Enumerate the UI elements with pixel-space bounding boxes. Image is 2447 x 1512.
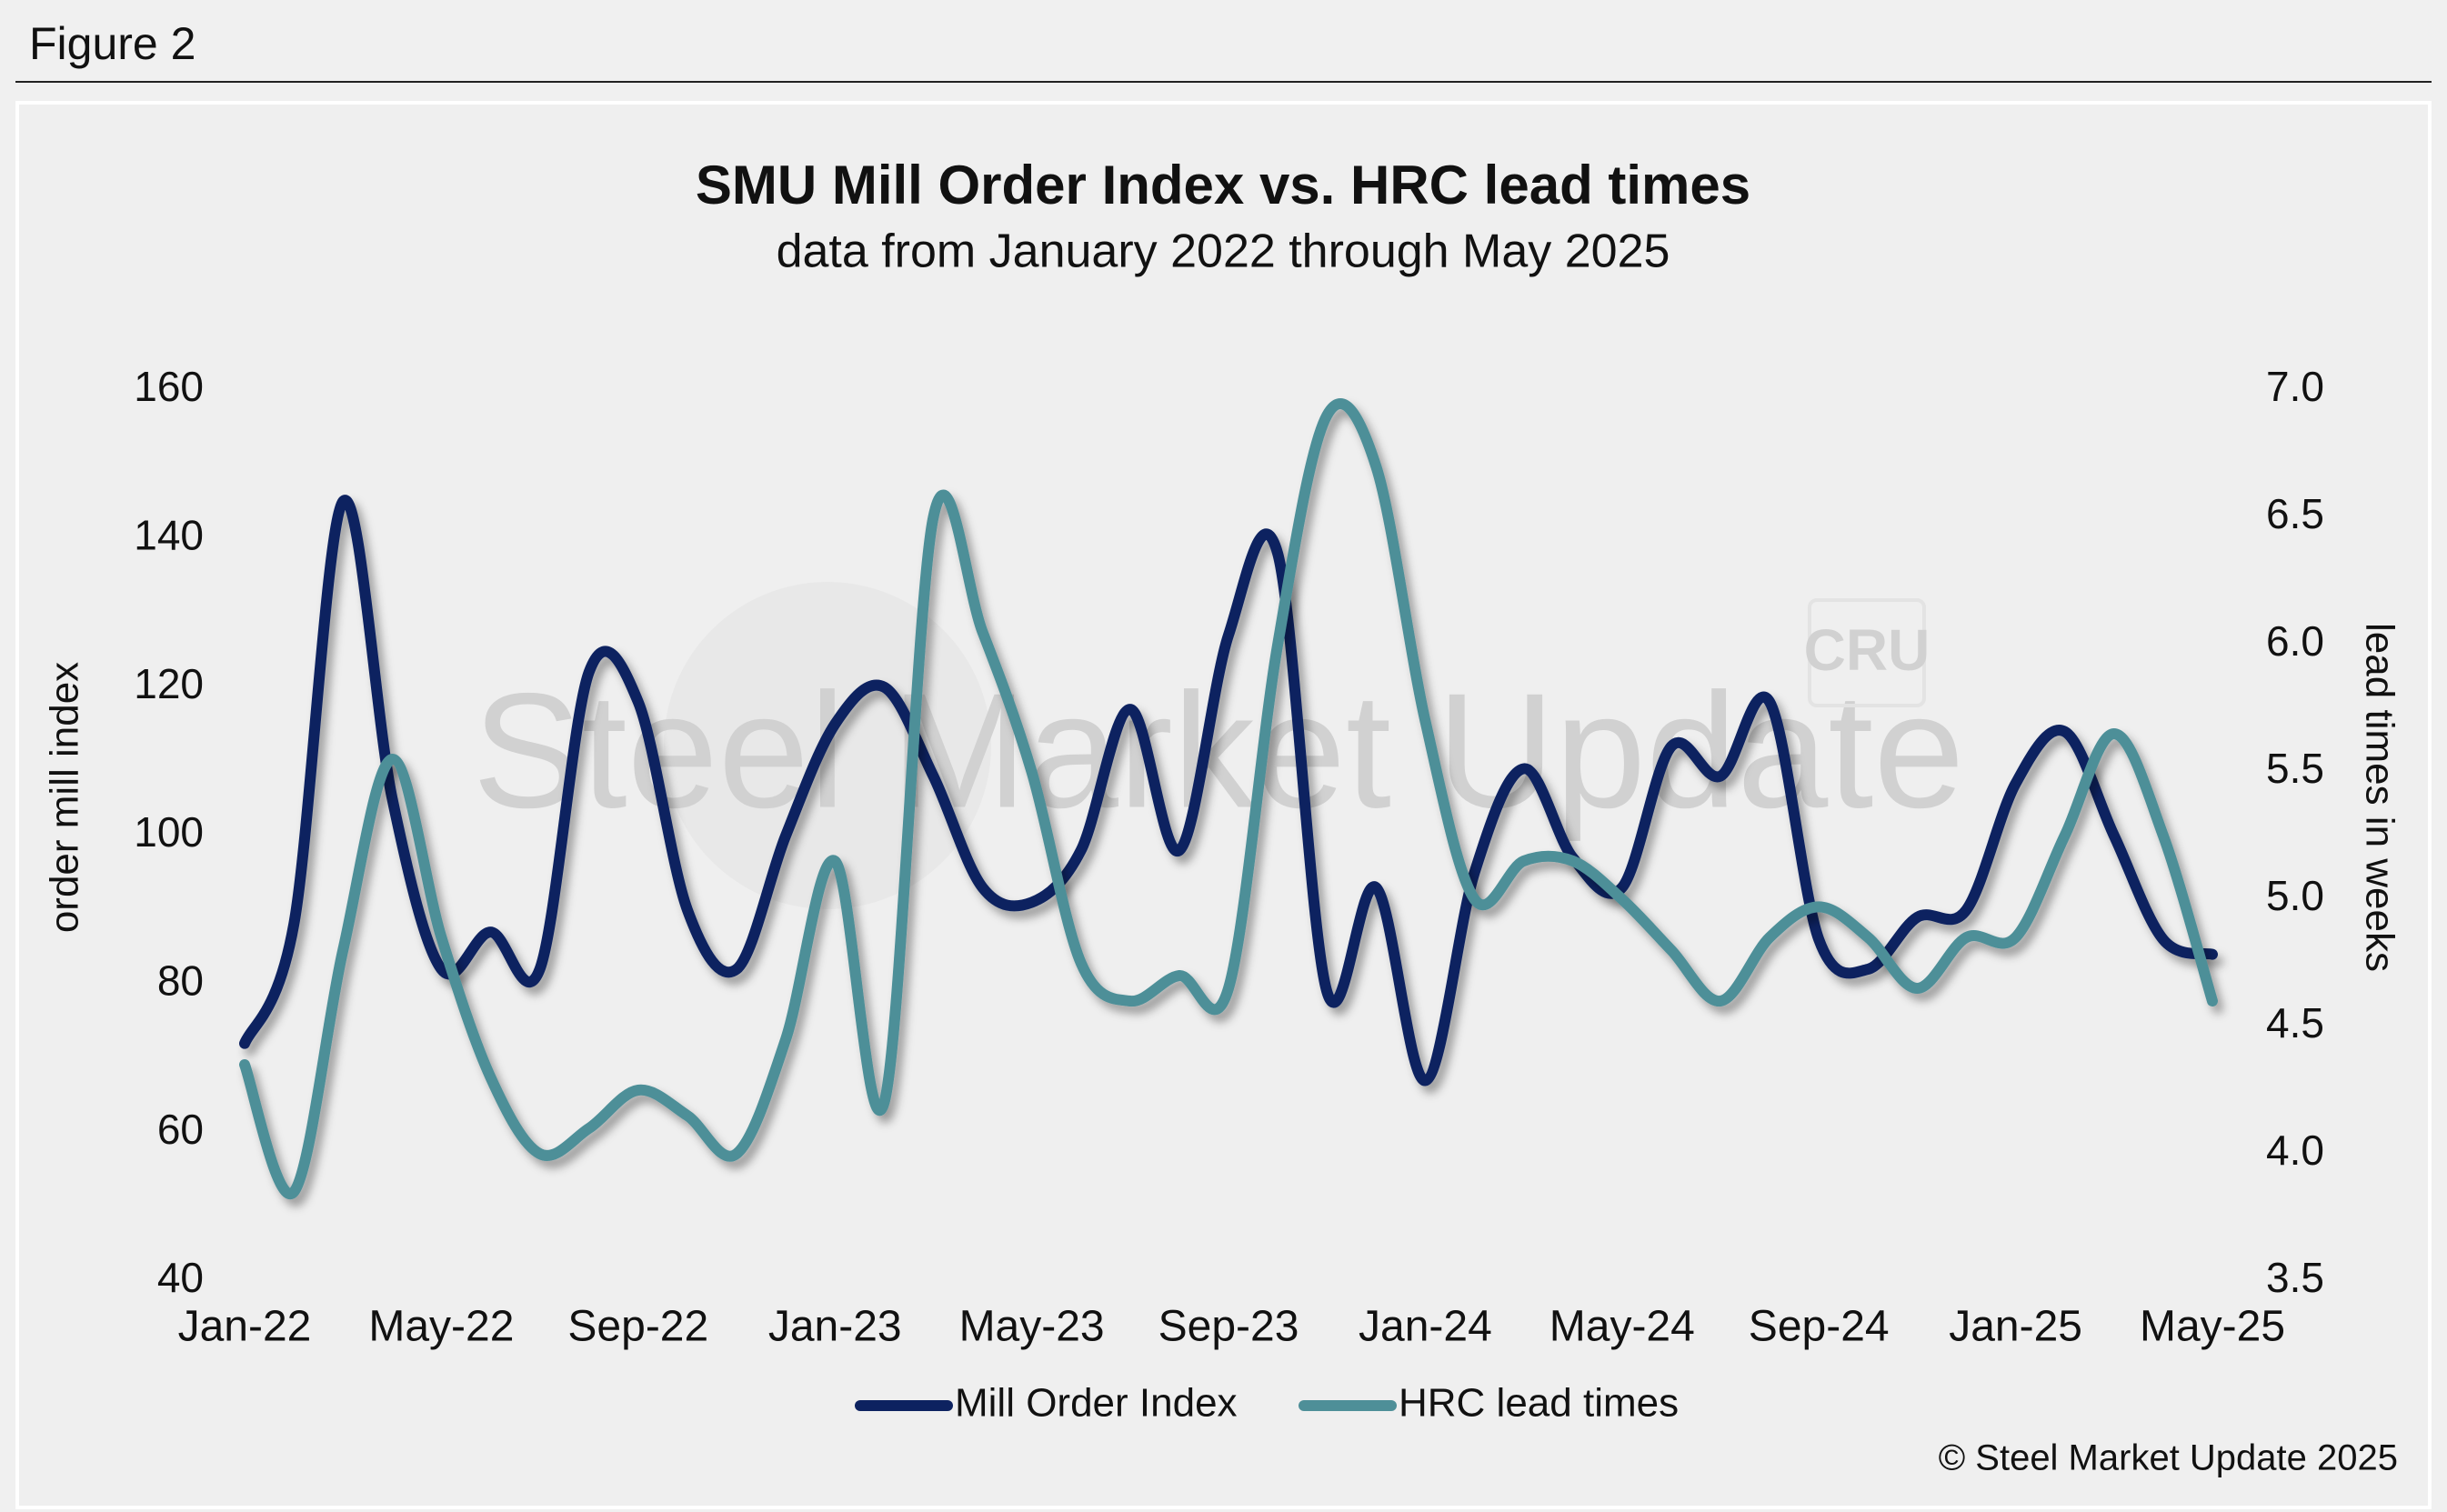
y-tick-label: 160	[134, 363, 204, 410]
y-tick-label: 40	[157, 1254, 204, 1301]
x-tick-label: Jan-25	[1949, 1303, 2082, 1351]
x-tick-label: May-22	[368, 1303, 514, 1351]
x-tick-label: Sep-22	[567, 1303, 708, 1351]
x-tick-label: Sep-23	[1158, 1303, 1299, 1351]
y-axis-label: order mill index	[43, 662, 87, 933]
y2-tick-label: 4.5	[2266, 999, 2324, 1046]
x-tick-label: Jan-23	[768, 1303, 902, 1351]
chart-subtitle: data from January 2022 through May 2025	[777, 225, 1670, 278]
y-tick-label: 60	[157, 1106, 204, 1153]
y2-tick-label: 3.5	[2266, 1254, 2324, 1301]
y2-tick-label: 6.5	[2266, 490, 2324, 537]
x-tick-label: May-25	[2140, 1303, 2285, 1351]
y2-tick-label: 5.5	[2266, 745, 2324, 792]
legend-label: Mill Order Index	[955, 1381, 1238, 1426]
panel	[15, 101, 2432, 1509]
x-tick-label: Jan-24	[1359, 1303, 1492, 1351]
x-tick-label: May-23	[959, 1303, 1105, 1351]
y2-tick-label: 6.0	[2266, 617, 2324, 665]
series-group	[239, 398, 2218, 1200]
x-tick-label: Jan-22	[178, 1303, 312, 1351]
y2-axis-label: lead times in weeks	[2357, 623, 2402, 972]
y-tick-label: 140	[134, 511, 204, 558]
y2-tick-label: 7.0	[2266, 363, 2324, 410]
legend-label: HRC lead times	[1399, 1381, 1679, 1426]
watermark-logo: CRU	[1804, 617, 1931, 683]
x-tick-label: May-24	[1549, 1303, 1695, 1351]
y-tick-label: 100	[134, 808, 204, 856]
y-tick-label: 120	[134, 660, 204, 707]
y2-tick-label: 5.0	[2266, 872, 2324, 919]
series-line	[239, 398, 2218, 1200]
y2-tick-label: 4.0	[2266, 1126, 2324, 1174]
source: © Steel Market Update 2025	[1939, 1438, 2398, 1478]
series-group	[239, 495, 2218, 1086]
x-tick-label: Sep-24	[1749, 1303, 1890, 1351]
figure-label: Figure 2	[29, 18, 196, 69]
y-tick-label: 80	[157, 956, 204, 1004]
chart-title: SMU Mill Order Index vs. HRC lead times	[696, 155, 1750, 215]
watermark-logo-box	[1808, 598, 1926, 707]
series-line	[239, 495, 2218, 1086]
